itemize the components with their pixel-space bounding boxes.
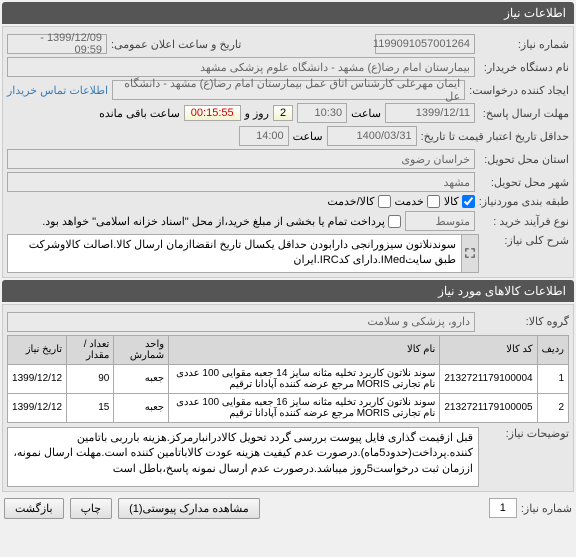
table-header: واحد شمارش: [114, 335, 169, 364]
hour-label-1: ساعت: [351, 107, 381, 120]
attachments-label: مشاهده مدارک پیوستی(: [139, 503, 249, 515]
buyer-contact-link[interactable]: اطلاعات تماس خریدار: [7, 84, 108, 97]
province-value: خراسان رضوی: [7, 149, 475, 169]
day-and-label: روز و: [245, 107, 269, 120]
partial-pay-checkbox[interactable]: [388, 215, 401, 228]
remaining-label: ساعت باقی مانده: [99, 107, 180, 120]
reply-date-value: 1399/12/11: [385, 103, 475, 123]
table-cell: جعبه: [114, 364, 169, 393]
summary-label: شرح کلی نیاز:: [479, 234, 569, 273]
need-info-section: شماره نیاز: 1199091057001264 تاریخ و ساع…: [2, 26, 574, 278]
table-row[interactable]: 12132721179100004سوند نلاتون کاربرد تخلی…: [8, 364, 569, 393]
purchase-type-value: متوسط: [405, 211, 475, 231]
goods-group-label: گروه کالا:: [479, 315, 569, 328]
goods-service-checkbox-group: کالا/خدمت: [327, 195, 390, 208]
announce-value: 1399/12/09 - 09:59: [7, 34, 107, 54]
summary-value: سوندنلاتون سیزورانجی دارابودن حداقل یکسا…: [7, 234, 461, 273]
table-cell: 15: [67, 393, 114, 422]
need-info-header: اطلاعات نیاز: [2, 2, 574, 24]
table-header: تعداد / مقدار: [67, 335, 114, 364]
items-info-header: اطلاعات کالاهای مورد نیاز: [2, 280, 574, 302]
reply-deadline-label: مهلت ارسال پاسخ:: [479, 107, 569, 120]
creator-value: ایمان مهرعلی کارشناس اتاق عمل بیمارستان …: [112, 80, 465, 100]
table-cell: 1399/12/12: [8, 364, 67, 393]
service-checkbox[interactable]: [427, 195, 440, 208]
table-cell: جعبه: [114, 393, 169, 422]
print-button[interactable]: چاپ: [70, 498, 113, 519]
back-button[interactable]: بازگشت: [4, 498, 64, 519]
expand-icon[interactable]: [461, 234, 479, 273]
table-cell: 90: [67, 364, 114, 393]
service-cb-label: خدمت: [395, 195, 424, 208]
validity-label: حداقل تاریخ اعتبار قیمت تا تاریخ:: [421, 130, 569, 143]
partial-pay-group: پرداخت تمام یا بخشی از مبلغ خرید،از محل …: [42, 215, 401, 228]
table-header: تاریخ نیاز: [8, 335, 67, 364]
validity-date-value: 1400/03/31: [327, 126, 417, 146]
goods-checkbox[interactable]: [462, 195, 475, 208]
table-cell: سوند نلاتون کاربرد تخلیه مثانه سایز 16 ج…: [169, 393, 440, 422]
validity-time-value: 14:00: [239, 126, 289, 146]
page-input[interactable]: [489, 498, 517, 518]
table-header: کد کالا: [440, 335, 537, 364]
service-checkbox-group: خدمت: [395, 195, 440, 208]
order-group-label: طبقه بندی موردنیاز:: [479, 195, 569, 208]
goods-checkbox-group: کالا: [444, 195, 475, 208]
table-cell: 2132721179100004: [440, 364, 537, 393]
need-no-value: 1199091057001264: [375, 34, 475, 54]
goods-service-cb-label: کالا/خدمت: [327, 195, 374, 208]
footer-need-no-label: شماره نیاز:: [521, 502, 572, 515]
items-section: گروه کالا: دارو، پزشکی و سلامت ردیفکد کا…: [2, 304, 574, 492]
city-label: شهر محل تحویل:: [479, 176, 569, 189]
creator-label: ایجاد کننده درخواست:: [469, 84, 569, 97]
hour-label-2: ساعت: [293, 130, 323, 143]
province-label: استان محل تحویل:: [479, 153, 569, 166]
table-cell: سوند نلاتون کاربرد تخلیه مثانه سایز 14 ج…: [169, 364, 440, 393]
buyer-org-value: بیمارستان امام رضا(ع) مشهد - دانشگاه علو…: [7, 57, 475, 77]
table-cell: 2132721179100005: [440, 393, 537, 422]
table-header: نام کالا: [169, 335, 440, 364]
goods-cb-label: کالا: [444, 195, 459, 208]
footer-bar: شماره نیاز: مشاهده مدارک پیوستی(1) چاپ ب…: [0, 494, 576, 523]
notes-value: قبل ازقیمت گذاری فایل پیوست بررسی گردد ت…: [7, 427, 479, 487]
partial-pay-label: پرداخت تمام یا بخشی از مبلغ خرید،از محل …: [42, 215, 385, 228]
table-row[interactable]: 22132721179100005سوند نلاتون کاربرد تخلی…: [8, 393, 569, 422]
need-no-label: شماره نیاز:: [479, 38, 569, 51]
goods-group-value: دارو، پزشکی و سلامت: [7, 312, 475, 332]
table-cell: 1399/12/12: [8, 393, 67, 422]
announce-label: تاریخ و ساعت اعلان عمومی:: [111, 38, 371, 51]
purchase-type-label: نوع فرآیند خرید :: [479, 215, 569, 228]
goods-service-checkbox[interactable]: [378, 195, 391, 208]
table-cell: 2: [537, 393, 568, 422]
buyer-org-label: نام دستگاه خریدار:: [479, 61, 569, 74]
city-value: مشهد: [7, 172, 475, 192]
reply-time-value: 10:30: [297, 103, 347, 123]
notes-label: توضیحات نیاز:: [479, 427, 569, 487]
table-header: ردیف: [537, 335, 568, 364]
table-cell: 1: [537, 364, 568, 393]
remaining-days: 2: [273, 105, 293, 121]
remaining-time: 00:15:55: [184, 105, 241, 121]
items-table: ردیفکد کالانام کالاواحد شمارشتعداد / مقد…: [7, 335, 569, 423]
attachments-button[interactable]: مشاهده مدارک پیوستی(1): [118, 498, 260, 519]
